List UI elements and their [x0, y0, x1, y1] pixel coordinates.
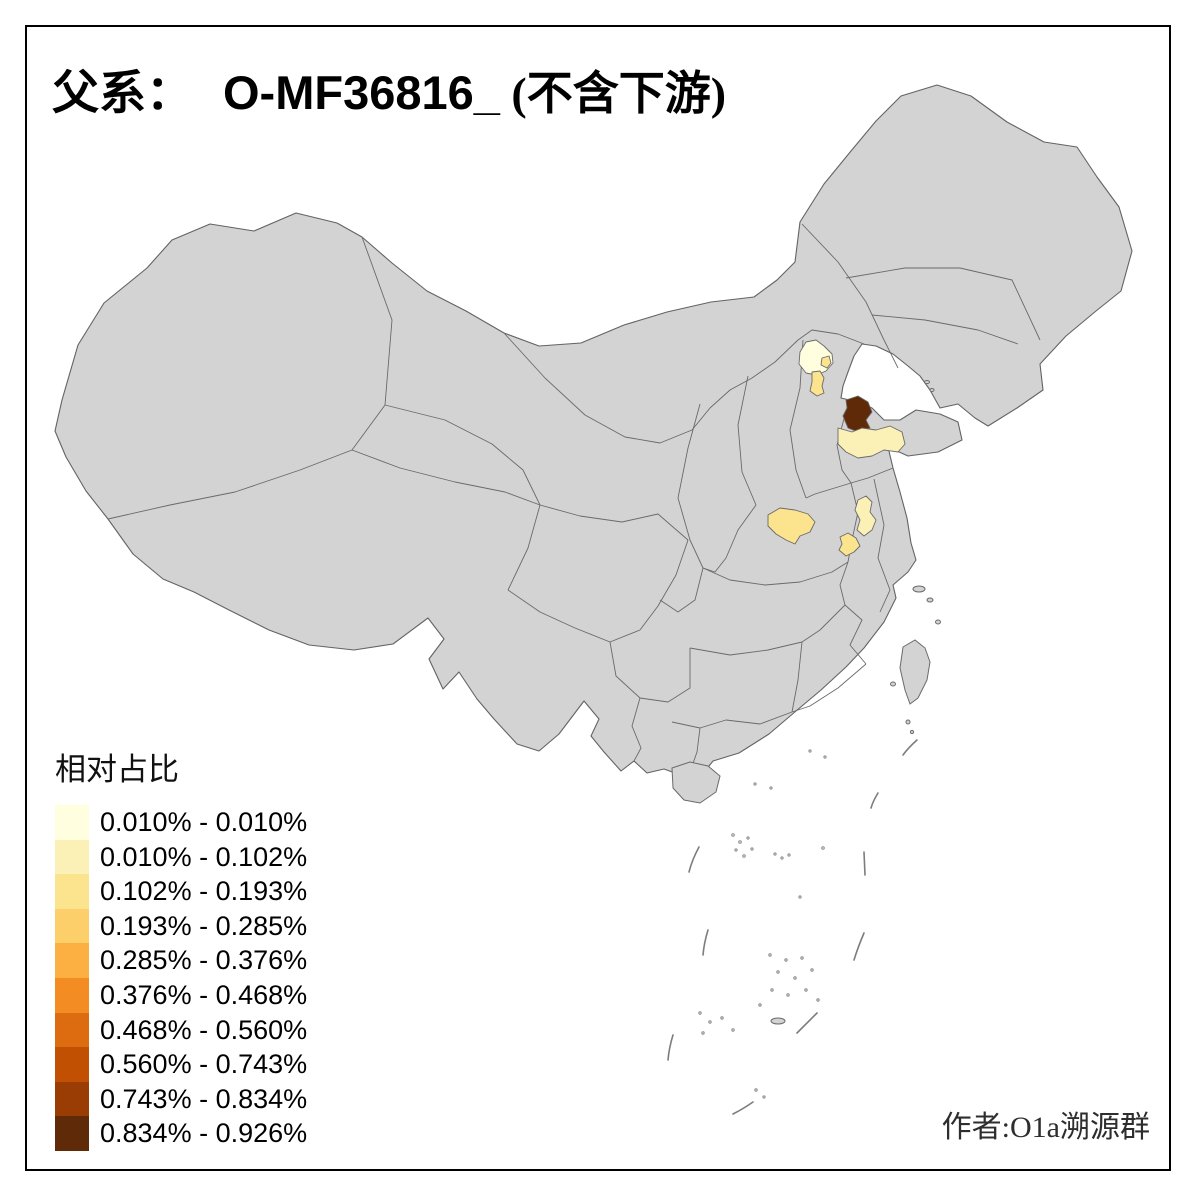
- legend-row: 0.834% - 0.926%: [55, 1116, 307, 1151]
- legend-label-7: 0.560% - 0.743%: [100, 1049, 308, 1080]
- legend-row: 0.743% - 0.834%: [55, 1081, 308, 1117]
- legend-label-4: 0.285% - 0.376%: [100, 945, 308, 976]
- legend-row: 0.285% - 0.376%: [55, 943, 307, 978]
- legend-swatch-8: [55, 1081, 89, 1117]
- map-region-r4-river-delta-max: [842, 395, 873, 433]
- map-region-r2-enclave: [820, 355, 832, 369]
- nine-dash-line: [667, 739, 918, 1115]
- map-region-r3-south-of-beijing: [809, 370, 825, 397]
- legend-label-1: 0.010% - 0.102%: [100, 841, 308, 872]
- legend-swatch-7: [55, 1047, 89, 1082]
- map-mainland: [54, 84, 1133, 794]
- map-region-r5-central-shandong: [837, 425, 906, 459]
- hainan-island: [671, 761, 721, 804]
- legend-row: 0.468% - 0.560%: [55, 1012, 308, 1048]
- legend-label-2: 0.102% - 0.193%: [100, 876, 308, 907]
- legend-swatch-4: [55, 943, 89, 978]
- province-borders: [107, 223, 1041, 773]
- legend-swatch-2: [55, 874, 89, 909]
- sea-islets: [698, 749, 827, 1099]
- title-suffix: (不含下游): [499, 68, 727, 119]
- legend-label-6: 0.468% - 0.560%: [100, 1014, 308, 1045]
- legend-label-3: 0.193% - 0.285%: [100, 910, 308, 941]
- legend-row: 0.010% - 0.010%: [55, 805, 307, 840]
- legend-label-8: 0.743% - 0.834%: [100, 1083, 308, 1114]
- legend-swatch-3: [55, 908, 89, 944]
- map-region-r6-henan: [767, 507, 816, 545]
- legend-label-9: 0.834% - 0.926%: [100, 1118, 308, 1149]
- legend-row: 0.560% - 0.743%: [55, 1047, 307, 1082]
- title-haplogroup: O-MF36816_: [223, 66, 500, 119]
- title-prefix: 父系：: [52, 68, 193, 120]
- legend-row: 0.376% - 0.468%: [55, 977, 308, 1013]
- islands: [671, 380, 941, 1025]
- legend-title: 相对占比: [55, 752, 179, 787]
- choropleth-regions: [767, 339, 906, 557]
- attribution-text: 作者:O1a溯源群: [941, 1111, 1150, 1144]
- legend-swatch-6: [55, 1012, 89, 1048]
- legend-swatch-5: [55, 977, 89, 1013]
- legend-swatch-9: [55, 1116, 89, 1151]
- page-title: 父系： O-MF36816_ (不含下游): [52, 54, 726, 123]
- plot-border-frame: [25, 25, 1171, 1171]
- legend: 相对占比 0.010% - 0.010% 0.010% - 0.102% 0.1…: [55, 744, 307, 1151]
- legend-label-0: 0.010% - 0.010%: [100, 807, 308, 837]
- legend-swatch-1: [55, 839, 89, 875]
- legend-swatch-0: [55, 805, 89, 840]
- map-region-r8-jiangsu: [854, 495, 877, 537]
- legend-row: 0.010% - 0.102%: [55, 839, 308, 875]
- taiwan-island: [899, 639, 931, 705]
- legend-row: 0.102% - 0.193%: [55, 874, 307, 909]
- legend-row: 0.193% - 0.285%: [55, 908, 308, 944]
- legend-label-5: 0.376% - 0.468%: [100, 979, 308, 1010]
- map-region-r7-anhui: [838, 532, 861, 557]
